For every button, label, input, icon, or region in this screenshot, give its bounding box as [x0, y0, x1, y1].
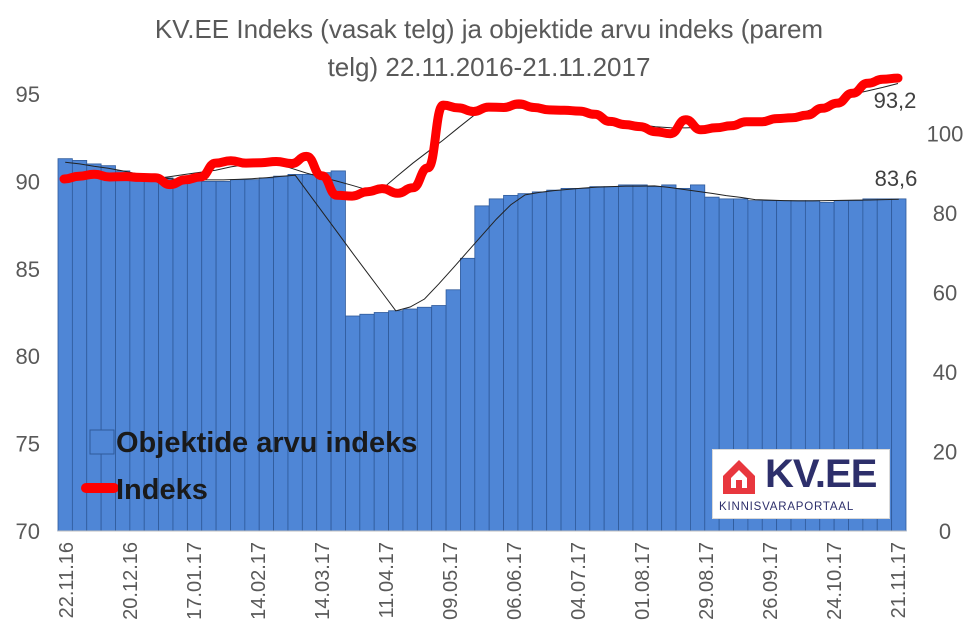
right-tick-label: 40 — [933, 360, 957, 385]
x-tick-label: 22.11.16 — [56, 542, 78, 618]
bar-29 — [474, 205, 490, 532]
bar-28 — [460, 257, 476, 532]
chart-title-line2: telg) 22.11.2016-21.11.2017 — [327, 52, 651, 82]
left-tick-label: 70 — [16, 519, 40, 544]
bar-22 — [373, 312, 389, 532]
x-tick-label: 20.12.16 — [120, 542, 142, 620]
bar-19 — [330, 170, 346, 532]
logo-brand-text: KV.EE — [765, 452, 877, 496]
x-tick-label: 21.11.17 — [888, 542, 910, 618]
bar-last-label: 83,6 — [875, 166, 918, 191]
right-tick-label: 20 — [933, 440, 957, 465]
bar-26 — [431, 305, 447, 532]
bar-15 — [273, 175, 289, 532]
bar-23 — [388, 310, 404, 532]
x-tick-label: 14.03.17 — [312, 542, 334, 620]
x-tick-label: 04.07.17 — [568, 542, 590, 620]
bar-44 — [690, 184, 706, 532]
bar-25 — [416, 306, 433, 532]
chart-title-line1: KV.EE Indeks (vasak telg) ja objektide a… — [154, 14, 824, 44]
bar-12 — [230, 179, 246, 532]
bar-58 — [891, 198, 907, 532]
right-tick-label: 60 — [933, 281, 957, 306]
bar-11 — [215, 180, 231, 532]
kvee-logo: KV.EE KINNISVARAPORTAAL — [712, 449, 890, 519]
left-tick-label: 90 — [16, 169, 40, 194]
bar-0 — [57, 158, 73, 532]
logo-tagline: KINNISVARAPORTAAL — [719, 501, 855, 513]
left-tick-label: 95 — [16, 82, 40, 107]
legend-swatch-bars — [89, 429, 115, 455]
bar-34 — [546, 189, 562, 532]
bar-33 — [531, 191, 548, 532]
legend-label-bars: Objektide arvu indeks — [116, 427, 417, 459]
x-tick-label: 06.06.17 — [504, 542, 526, 620]
bar-1 — [71, 160, 88, 532]
x-tick-label: 17.01.17 — [184, 542, 206, 620]
bar-27 — [445, 289, 461, 532]
bar-31 — [503, 194, 519, 532]
bar-36 — [575, 187, 591, 532]
bar-32 — [517, 193, 533, 532]
bar-35 — [560, 187, 576, 532]
bar-24 — [402, 308, 418, 532]
bar-40 — [632, 184, 648, 532]
bar-17 — [301, 174, 318, 532]
x-tick-label: 14.02.17 — [248, 542, 270, 620]
x-tick-label: 24.10.17 — [824, 542, 846, 620]
bar-13 — [244, 179, 260, 532]
bar-18 — [316, 172, 332, 532]
bar-41 — [646, 186, 663, 532]
bar-3 — [100, 165, 116, 532]
bar-39 — [618, 184, 634, 532]
bar-38 — [603, 186, 619, 532]
indeks-trendline — [64, 83, 899, 191]
right-tick-label: 80 — [933, 201, 957, 226]
indeks-series-line — [59, 73, 903, 201]
bar-42 — [661, 184, 677, 532]
bar-14 — [258, 177, 274, 532]
indeks-last-label: 93,2 — [874, 88, 917, 113]
house-logo-icon — [723, 460, 755, 494]
x-tick-label: 01.08.17 — [632, 542, 654, 620]
left-tick-label: 75 — [16, 432, 40, 457]
x-tick-label: 26.09.17 — [760, 542, 782, 620]
bar-21 — [359, 313, 375, 532]
left-tick-label: 85 — [16, 257, 40, 282]
x-tick-label: 09.05.17 — [440, 542, 462, 620]
legend-label-indeks: Indeks — [116, 474, 208, 506]
right-tick-label: 100 — [927, 122, 964, 147]
x-tick-label: 11.04.17 — [376, 542, 398, 618]
right-tick-label: 0 — [939, 519, 951, 544]
bar-2 — [86, 163, 102, 532]
bar-37 — [589, 186, 605, 532]
bar-43 — [675, 187, 691, 532]
bar-16 — [287, 174, 303, 532]
x-tick-label: 29.08.17 — [696, 542, 718, 620]
left-tick-label: 80 — [16, 344, 40, 369]
bar-30 — [488, 198, 504, 532]
bar-20 — [345, 315, 361, 532]
